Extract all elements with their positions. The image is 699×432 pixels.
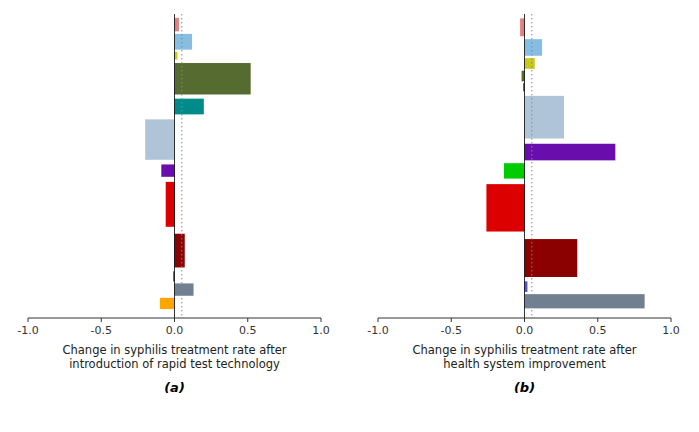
bar [525, 39, 543, 56]
bar [486, 184, 524, 231]
bar [145, 119, 174, 159]
x-tick-label: -1.0 [367, 324, 388, 337]
x-axis-label: Change in syphilis treatment rate afteri… [62, 343, 286, 371]
x-tick [451, 318, 452, 322]
bar [160, 298, 175, 309]
bar [525, 294, 645, 308]
bar [175, 52, 178, 60]
panel-label: (a) [164, 380, 185, 395]
x-axis-label: Change in syphilis treatment rate afterh… [412, 343, 636, 371]
bar [175, 283, 194, 295]
chart: -1.0 -0.5 0.0 0.5 1.0 Change in syphilis trea… [0, 0, 699, 432]
x-tick-label: 0.0 [166, 324, 184, 337]
x-tick [671, 318, 672, 322]
zero-line [174, 14, 175, 318]
x-tick [378, 318, 379, 322]
bar [161, 164, 174, 176]
bar [522, 71, 525, 82]
x-tick [101, 318, 102, 322]
reference-line [181, 14, 182, 318]
bar [175, 234, 185, 268]
bar [175, 99, 204, 115]
x-tick-label: 1.0 [312, 324, 330, 337]
x-tick-label: 1.0 [662, 324, 680, 337]
bar [166, 182, 175, 227]
bars [145, 18, 250, 309]
bar [175, 63, 251, 94]
panel: -1.0 -0.5 0.0 0.5 1.0 Change in syphilis trea… [367, 14, 679, 395]
x-tick [247, 318, 248, 322]
x-tick-label: -1.0 [17, 324, 38, 337]
bar [175, 34, 193, 50]
bar [520, 18, 524, 36]
bar [525, 58, 535, 69]
x-tick [28, 318, 29, 322]
panel: -1.0 -0.5 0.0 0.5 1.0 Change in syphilis trea… [17, 14, 329, 395]
x-tick-label: -0.5 [441, 324, 462, 337]
x-tick-label: 0.5 [239, 324, 257, 337]
bars [486, 18, 644, 308]
x-tick [524, 318, 525, 322]
x-tick [174, 318, 175, 322]
x-tick-label: 0.5 [589, 324, 607, 337]
bar [504, 163, 525, 178]
zero-line [524, 14, 525, 318]
bar [525, 281, 528, 292]
x-tick-label: 0.0 [516, 324, 534, 337]
bar [175, 18, 179, 31]
bar [525, 144, 616, 161]
x-tick-label: -0.5 [91, 324, 112, 337]
bar [525, 96, 565, 139]
reference-line [531, 14, 532, 318]
background [0, 0, 699, 432]
panel-label: (b) [514, 380, 535, 395]
x-tick [597, 318, 598, 322]
x-tick [321, 318, 322, 322]
bar [525, 239, 578, 277]
